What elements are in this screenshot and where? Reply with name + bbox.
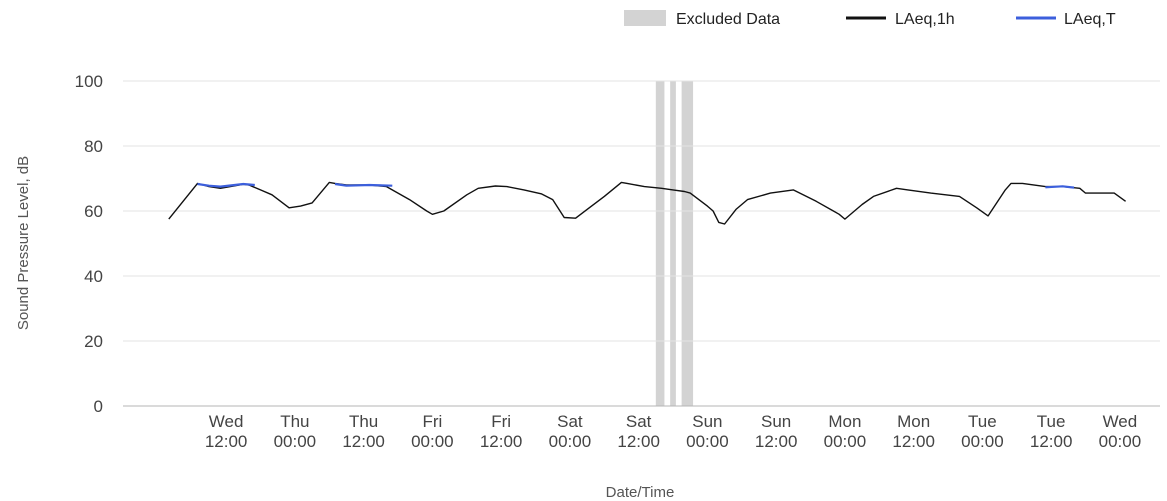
x-tick-day: Sat <box>626 412 652 431</box>
y-tick-label: 100 <box>75 72 103 91</box>
x-tick-time: 00:00 <box>824 432 867 451</box>
x-tick-day: Sun <box>761 412 791 431</box>
y-axis-title: Sound Pressure Level, dB <box>15 156 32 330</box>
excluded-band-2 <box>681 81 694 406</box>
x-tick-day: Mon <box>828 412 861 431</box>
legend: Excluded Data LAeq,1h LAeq,T <box>624 10 1116 28</box>
x-tick-time: 12:00 <box>1030 432 1073 451</box>
x-tick-time: 00:00 <box>411 432 454 451</box>
x-tick-time: 12:00 <box>205 432 248 451</box>
x-tick-day: Thu <box>280 412 309 431</box>
x-axis-title: Date/Time <box>606 484 675 501</box>
x-tick-time: 12:00 <box>342 432 385 451</box>
y-tick-label: 60 <box>84 202 103 221</box>
series-laeq-t-line-2 <box>1045 185 1075 189</box>
x-tick-day: Thu <box>349 412 378 431</box>
y-tick-label: 20 <box>84 332 103 351</box>
series-lines <box>168 181 1127 225</box>
x-tick-day: Wed <box>1103 412 1138 431</box>
x-tick-day: Sun <box>692 412 722 431</box>
x-tick-labels: Wed12:00Thu00:00Thu12:00Fri00:00Fri12:00… <box>205 412 1141 451</box>
x-tick-day: Wed <box>209 412 244 431</box>
x-tick-time: 00:00 <box>961 432 1004 451</box>
excluded-band-0 <box>655 81 665 406</box>
x-tick-day: Tue <box>1037 412 1066 431</box>
y-tick-label: 80 <box>84 137 103 156</box>
series-laeq-t-line-0 <box>197 182 255 188</box>
x-tick-day: Fri <box>422 412 442 431</box>
legend-label-laeq-1h: LAeq,1h <box>895 11 955 28</box>
legend-label-laeq-t: LAeq,T <box>1064 11 1116 28</box>
excluded-data-bands <box>655 81 694 406</box>
y-gridlines <box>123 80 1160 407</box>
x-tick-time: 00:00 <box>686 432 729 451</box>
x-tick-time: 12:00 <box>892 432 935 451</box>
x-tick-time: 12:00 <box>617 432 660 451</box>
y-tick-label: 0 <box>94 397 103 416</box>
x-tick-day: Tue <box>968 412 997 431</box>
x-tick-time: 12:00 <box>480 432 523 451</box>
y-tick-labels: 0 20 40 60 80 100 <box>75 72 103 416</box>
x-tick-day: Fri <box>491 412 511 431</box>
x-tick-time: 12:00 <box>755 432 798 451</box>
x-tick-time: 00:00 <box>1099 432 1142 451</box>
x-tick-day: Sat <box>557 412 583 431</box>
excluded-band-1 <box>670 81 676 406</box>
x-tick-day: Mon <box>897 412 930 431</box>
legend-label-excluded-data: Excluded Data <box>676 11 780 28</box>
series-laeq-1h-line-0 <box>168 181 1127 225</box>
series-laeq-t-line-1 <box>334 182 393 187</box>
legend-swatch-excluded-data <box>624 10 666 26</box>
y-tick-label: 40 <box>84 267 103 286</box>
x-tick-time: 00:00 <box>274 432 317 451</box>
x-tick-time: 00:00 <box>549 432 592 451</box>
